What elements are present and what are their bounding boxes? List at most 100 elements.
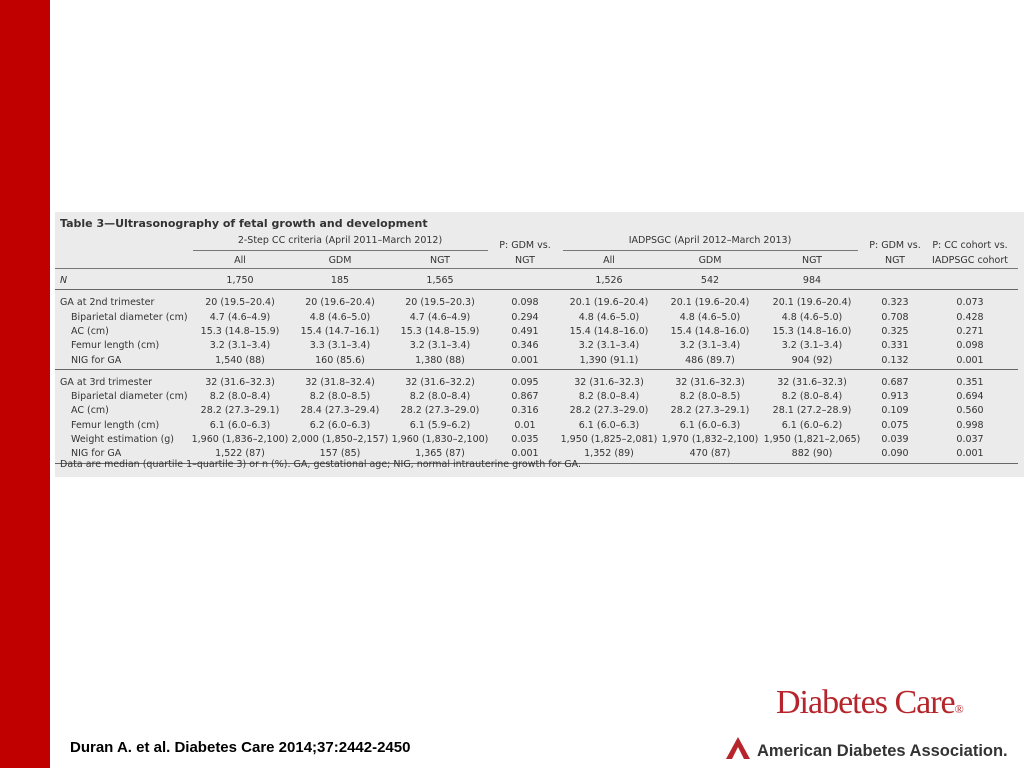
ada-icon <box>726 737 750 759</box>
cell: 0.913 <box>881 391 909 403</box>
cell: 6.1 (6.0–6.3) <box>209 419 271 431</box>
rule <box>55 462 1018 464</box>
cell: 20.1 (19.6–20.4) <box>670 297 750 309</box>
cell: 6.1 (6.0–6.2) <box>781 419 843 431</box>
association-name: American Diabetes Association. <box>757 742 1008 760</box>
p-header: P: GDM vs. <box>869 240 921 251</box>
footnote: Data are median (quartile 1–quartile 3) … <box>60 459 582 470</box>
cell: 15.4 (14.8–16.0) <box>670 325 750 337</box>
cell: 8.2 (8.0–8.4) <box>209 391 271 403</box>
cell: 28.2 (27.3–29.0) <box>569 405 649 417</box>
cell: 0.001 <box>511 354 539 366</box>
cell: 28.1 (27.2–28.9) <box>772 405 852 417</box>
cell: 6.2 (6.0–6.3) <box>309 419 371 431</box>
cell: 486 (89.7) <box>685 354 735 366</box>
cell: 0.323 <box>881 297 909 309</box>
cell: 32 (31.6–32.3) <box>574 376 644 388</box>
cell: 15.4 (14.7–16.1) <box>300 325 380 337</box>
cell: 0.491 <box>511 325 539 337</box>
cell: 0.098 <box>511 297 539 309</box>
cell: 0.271 <box>956 325 984 337</box>
cell: 4.7 (4.6–4.9) <box>209 311 271 323</box>
cell: 3.2 (3.1–3.4) <box>209 340 271 352</box>
cell: 0.035 <box>511 434 539 445</box>
cell: 20.1 (19.6–20.4) <box>772 297 852 309</box>
rule <box>55 268 1018 269</box>
row-label: Weight estimation (g) <box>71 434 175 445</box>
citation: Duran A. et al. Diabetes Care 2014;37:24… <box>70 739 411 756</box>
cell: 20 (19.6–20.4) <box>305 297 375 309</box>
sub-header: GDM <box>328 255 352 266</box>
cell: 4.8 (4.6–5.0) <box>309 311 371 323</box>
cell: 8.2 (8.0–8.5) <box>309 391 371 403</box>
cell: 1,750 <box>226 275 254 286</box>
cell: 1,522 (87) <box>215 448 265 460</box>
cell: 470 (87) <box>689 448 731 460</box>
cell: 0.039 <box>881 434 909 445</box>
cell: 32 (31.6–32.2) <box>405 376 475 388</box>
row-label: NIG for GA <box>71 448 122 460</box>
cell: 28.4 (27.3–29.4) <box>300 405 380 417</box>
rule <box>55 368 1018 370</box>
sub-header: All <box>234 255 246 266</box>
sub-header: GDM <box>698 255 722 266</box>
table-title: Table 3—Ultrasonography of fetal growth … <box>60 217 428 230</box>
cell: 0.325 <box>881 325 909 337</box>
cell: 15.3 (14.8–15.9) <box>200 325 280 337</box>
cell: 4.8 (4.6–5.0) <box>679 311 741 323</box>
cell: 1,380 (88) <box>415 354 465 366</box>
cell: 32 (31.6–32.3) <box>777 376 847 388</box>
cell: 8.2 (8.0–8.4) <box>409 391 471 403</box>
cell: 1,390 (91.1) <box>579 354 639 366</box>
cell: 0.090 <box>881 448 909 460</box>
cell: 2,000 (1,850–2,157) <box>291 434 389 445</box>
p-header: P: GDM vs. <box>499 240 551 251</box>
cell: 28.2 (27.3–29.1) <box>200 405 280 417</box>
cell: 0.098 <box>956 340 984 352</box>
table: Table 3—Ultrasonography of fetal growth … <box>55 212 1024 477</box>
p-header: NGT <box>885 255 905 266</box>
side-bar <box>0 0 50 768</box>
cell: 1,950 (1,821–2,065) <box>763 434 861 445</box>
cell: 157 (85) <box>319 448 361 460</box>
cell: 3.2 (3.1–3.4) <box>781 340 843 352</box>
rule <box>563 250 858 251</box>
cell: 0.109 <box>881 405 909 417</box>
cell: 0.998 <box>956 419 984 431</box>
cell: 15.3 (14.8–15.9) <box>400 325 480 337</box>
cell: 8.2 (8.0–8.4) <box>578 391 640 403</box>
cell: 0.132 <box>881 354 909 366</box>
cell: 20 (19.5–20.4) <box>205 297 275 309</box>
cell: 0.560 <box>956 405 984 417</box>
cell: 1,526 <box>595 275 623 286</box>
sub-header: All <box>603 255 615 266</box>
cell: 32 (31.6–32.3) <box>675 376 745 388</box>
cell: 984 <box>802 275 822 286</box>
cell: 32 (31.8–32.4) <box>305 376 375 388</box>
rule <box>193 250 488 251</box>
cell: 0.351 <box>956 376 984 388</box>
row-label: GA at 2nd trimester <box>60 297 155 309</box>
cell: 904 (92) <box>791 354 833 366</box>
cell: 882 (90) <box>791 448 833 460</box>
cell: 6.1 (6.0–6.3) <box>679 419 741 431</box>
cell: 1,960 (1,830–2,100) <box>391 434 489 445</box>
cell: 3.3 (3.1–3.4) <box>309 340 371 352</box>
row-label: N <box>60 275 68 286</box>
cell: 0.694 <box>956 391 984 403</box>
cell: 1,950 (1,825–2,081) <box>560 434 658 445</box>
cell: 1,960 (1,836–2,100) <box>191 434 289 445</box>
cell: 8.2 (8.0–8.4) <box>781 391 843 403</box>
cell: 0.075 <box>881 419 909 431</box>
cell: 0.001 <box>956 354 984 366</box>
cell: 32 (31.6–32.3) <box>205 376 275 388</box>
cell: 3.2 (3.1–3.4) <box>679 340 741 352</box>
cell: 1,352 (89) <box>584 448 634 460</box>
row-label: Femur length (cm) <box>71 419 160 431</box>
cell: 185 <box>330 275 350 286</box>
row-label: Biparietal diameter (cm) <box>71 391 188 403</box>
cell: 20 (19.5–20.3) <box>405 297 475 309</box>
cell: 6.1 (6.0–6.3) <box>578 419 640 431</box>
sub-header: NGT <box>802 255 822 266</box>
